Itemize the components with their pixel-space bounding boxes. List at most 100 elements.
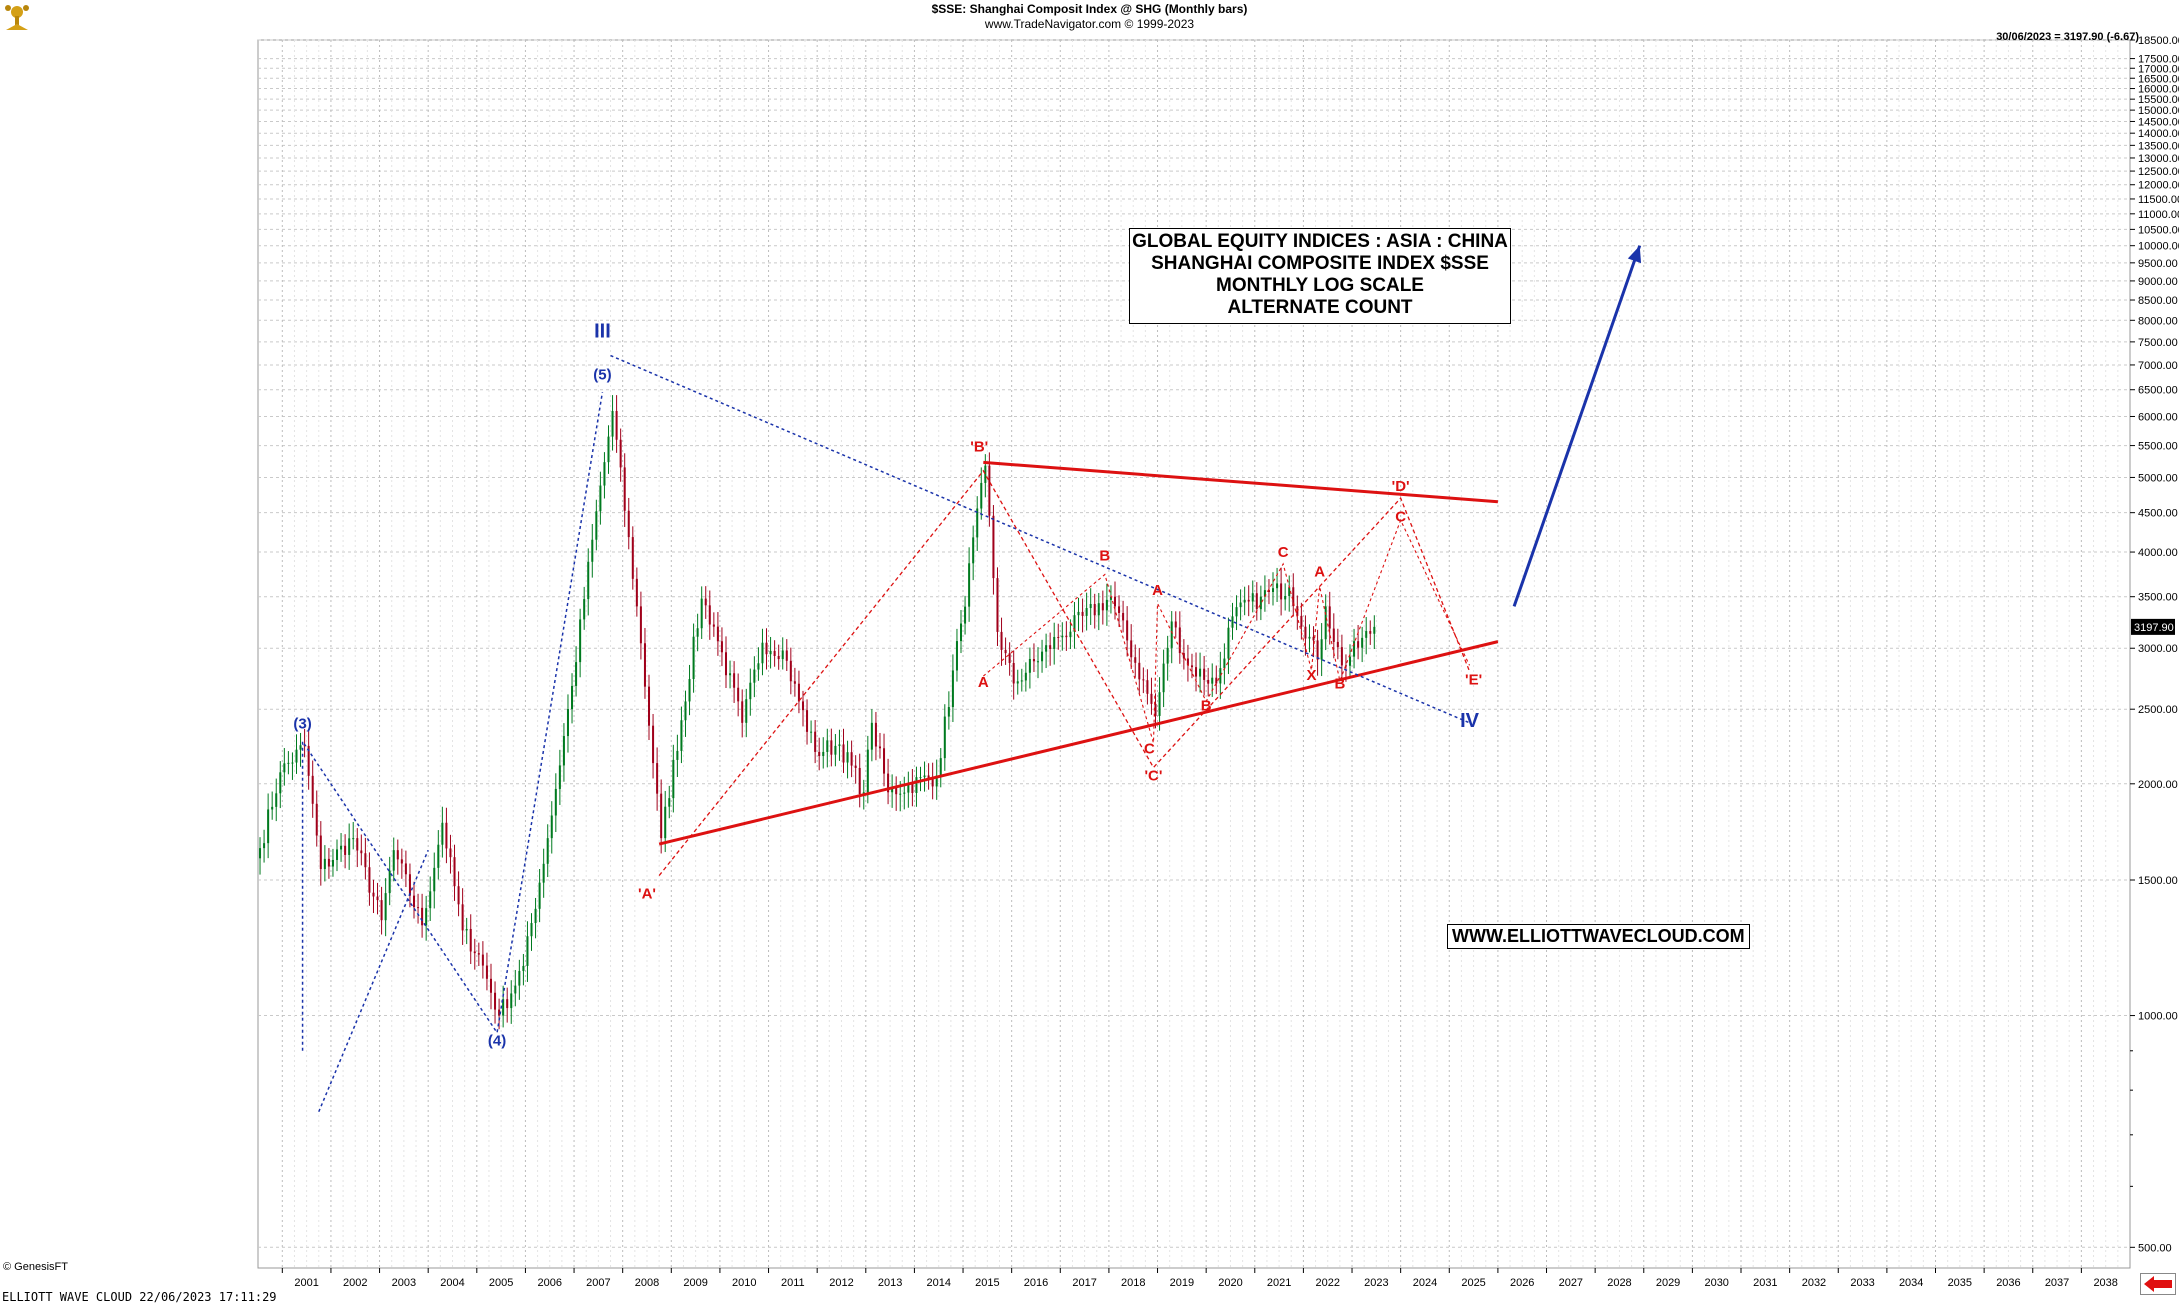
x-tick-label: 2006 bbox=[537, 1277, 561, 1289]
candle-body bbox=[1215, 677, 1218, 684]
x-tick-label: 2001 bbox=[294, 1277, 318, 1289]
x-tick-label: 2032 bbox=[1802, 1277, 1826, 1289]
candle-body bbox=[1085, 608, 1088, 616]
candle-body bbox=[364, 853, 367, 868]
candle-body bbox=[988, 465, 991, 516]
y-tick-label: 9500.00 bbox=[2138, 258, 2178, 270]
x-tick-label: 2038 bbox=[2093, 1277, 2117, 1289]
candle-body bbox=[834, 745, 837, 755]
candle-body bbox=[627, 510, 630, 538]
wave-label: 'D' bbox=[1392, 478, 1410, 495]
forecast-arrow-head bbox=[1627, 245, 1642, 264]
candle-body bbox=[1065, 635, 1068, 638]
y-tick-label: 4500.00 bbox=[2138, 508, 2178, 520]
candle-body bbox=[1089, 604, 1092, 609]
candle-body bbox=[781, 650, 784, 660]
candle-body bbox=[408, 874, 411, 896]
candle-body bbox=[384, 893, 387, 921]
y-tick-label: 12500.00 bbox=[2138, 166, 2179, 178]
candle-body bbox=[765, 642, 768, 655]
candle-body bbox=[356, 838, 359, 851]
red-arrow-left-icon[interactable] bbox=[2140, 1273, 2176, 1299]
candle-body bbox=[1235, 607, 1238, 617]
candle-body bbox=[1344, 665, 1347, 667]
y-tick-label: 17500.00 bbox=[2138, 54, 2179, 66]
candle-body bbox=[319, 835, 322, 870]
y-tick-label: 13000.00 bbox=[2138, 153, 2179, 165]
candle-body bbox=[1292, 587, 1295, 607]
candle-body bbox=[1288, 587, 1291, 597]
candle-body bbox=[1057, 636, 1060, 638]
candle-body bbox=[530, 923, 533, 937]
wave-labels: (3) (4) (5) III IV 'A' 'B' 'C' 'D' 'E' A B C A B C X A B C bbox=[293, 320, 1482, 1049]
candle-body bbox=[789, 660, 792, 682]
x-tick-label: 2009 bbox=[683, 1277, 707, 1289]
candle-body bbox=[664, 806, 667, 839]
candle-body bbox=[1101, 603, 1104, 611]
y-tick-label: 5000.00 bbox=[2138, 472, 2178, 484]
candle-body bbox=[773, 650, 776, 656]
candle-body bbox=[688, 679, 691, 702]
candle-body bbox=[1272, 588, 1275, 592]
y-tick-label: 7000.00 bbox=[2138, 360, 2178, 372]
y-tick-label: 8500.00 bbox=[2138, 295, 2178, 307]
candle-body bbox=[919, 777, 922, 779]
candle-body bbox=[1369, 631, 1372, 634]
candle-body bbox=[870, 722, 873, 750]
candle-body bbox=[1195, 667, 1198, 677]
candle-body bbox=[1186, 658, 1189, 666]
candle-body bbox=[700, 598, 703, 629]
candle-body bbox=[1211, 677, 1214, 684]
candle-body bbox=[1122, 612, 1125, 621]
red-subwave-path bbox=[982, 518, 1471, 744]
y-tick-label: 16500.00 bbox=[2138, 73, 2179, 85]
chart-info-box: GLOBAL EQUITY INDICES : ASIA : CHINA SHA… bbox=[1129, 228, 1511, 324]
candle-body bbox=[425, 908, 428, 926]
x-tick-label: 2026 bbox=[1510, 1277, 1534, 1289]
candle-body bbox=[1276, 583, 1279, 589]
candle-body bbox=[895, 787, 898, 795]
candle-body bbox=[1239, 602, 1242, 608]
candle-body bbox=[299, 745, 302, 750]
x-tick-label: 2010 bbox=[732, 1277, 756, 1289]
candle-body bbox=[494, 992, 497, 1010]
wave-label: C bbox=[1395, 509, 1406, 526]
x-tick-label: 2002 bbox=[343, 1277, 367, 1289]
candle-body bbox=[611, 410, 614, 437]
candle-body bbox=[992, 515, 995, 579]
candle-body bbox=[469, 928, 472, 952]
y-tick-label: 5500.00 bbox=[2138, 441, 2178, 453]
y-tick-label: 2000.00 bbox=[2138, 779, 2178, 791]
candle-body bbox=[445, 822, 448, 849]
candle-body bbox=[481, 954, 484, 966]
candle-body bbox=[1353, 641, 1356, 657]
candle-body bbox=[1028, 658, 1031, 673]
candle-body bbox=[874, 722, 877, 747]
candle-body bbox=[842, 744, 845, 763]
y-tick-label: 16000.00 bbox=[2138, 84, 2179, 96]
candle-body bbox=[1113, 596, 1116, 607]
candle-body bbox=[1130, 640, 1133, 658]
candle-body bbox=[830, 740, 833, 755]
candle-body bbox=[1348, 656, 1352, 666]
candle-body bbox=[1328, 606, 1331, 629]
candle-body bbox=[911, 784, 914, 794]
blue-wave-path bbox=[318, 849, 429, 1113]
wave-label: 'C' bbox=[1144, 767, 1162, 784]
candle-body bbox=[716, 626, 719, 642]
candle-body bbox=[380, 900, 383, 921]
candle-body bbox=[396, 850, 399, 860]
candle-body bbox=[643, 643, 646, 687]
wave-label: 'B' bbox=[970, 439, 988, 456]
candle-body bbox=[352, 838, 355, 840]
candle-body bbox=[404, 863, 407, 875]
candle-body bbox=[502, 999, 505, 1016]
y-tick-label: 12000.00 bbox=[2138, 180, 2179, 192]
candle-body bbox=[1332, 628, 1335, 642]
candle-body bbox=[1304, 626, 1307, 639]
y-tick-label: 17000.00 bbox=[2138, 63, 2179, 75]
x-tick-label: 2005 bbox=[489, 1277, 513, 1289]
candle-body bbox=[737, 687, 740, 702]
x-tick-label: 2013 bbox=[878, 1277, 902, 1289]
candle-body bbox=[1053, 636, 1056, 649]
